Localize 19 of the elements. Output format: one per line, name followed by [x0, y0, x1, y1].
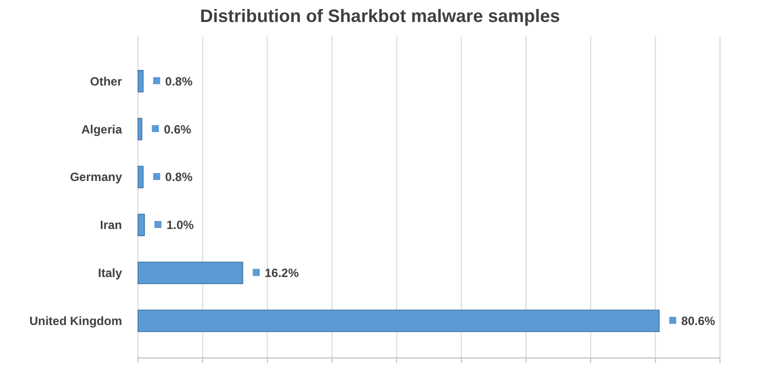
y-tick-label: United Kingdom [29, 314, 122, 328]
bar [138, 262, 244, 284]
data-label: 80.6% [681, 314, 716, 328]
data-label: 0.6% [164, 122, 192, 136]
bar [138, 70, 144, 92]
data-label: 16.2% [264, 266, 300, 280]
data-label: 1.0% [166, 218, 194, 232]
y-tick-label: Germany [70, 170, 122, 184]
chart-title: Distribution of Sharkbot malware samples [200, 6, 560, 26]
data-label: 0.8% [165, 74, 193, 88]
bar [138, 214, 145, 236]
bar [138, 310, 660, 332]
y-tick-label: Other [90, 74, 122, 88]
y-tick-label: Italy [98, 266, 122, 280]
data-label: 0.8% [165, 170, 193, 184]
y-tick-label: Algeria [81, 122, 122, 136]
y-tick-label: Iran [100, 218, 122, 232]
bar [138, 118, 142, 140]
bar [138, 166, 144, 188]
